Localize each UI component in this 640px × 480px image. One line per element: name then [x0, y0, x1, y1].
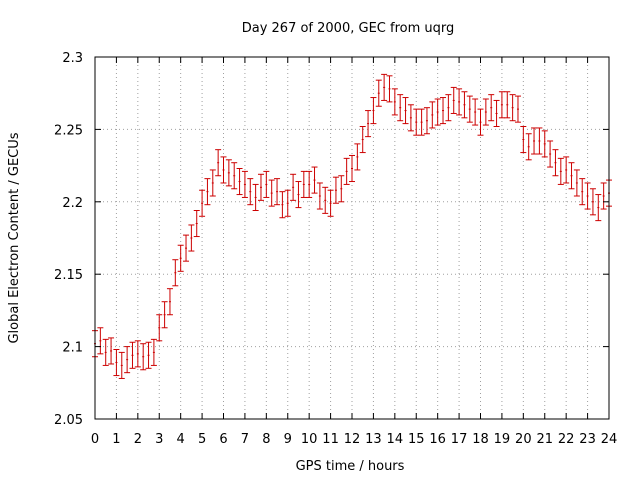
y-axis-ticks: 2.05 2.1 2.15 2.2 2.25 2.3: [54, 51, 609, 428]
x-tick-label: 19: [494, 432, 511, 447]
data-points: [94, 86, 610, 366]
x-tick-label: 22: [558, 432, 575, 447]
y-tick-label: 2.25: [54, 123, 83, 138]
x-tick-label: 12: [344, 432, 361, 447]
x-tick-label: 18: [472, 432, 489, 447]
x-tick-label: 21: [536, 432, 553, 447]
x-tick-label: 5: [198, 432, 206, 447]
y-tick-label: 2.3: [62, 51, 83, 66]
x-tick-label: 6: [219, 432, 227, 447]
x-tick-label: 20: [515, 432, 532, 447]
x-tick-label: 13: [365, 432, 382, 447]
x-tick-label: 4: [177, 432, 185, 447]
x-tick-label: 0: [91, 432, 99, 447]
y-tick-label: 2.1: [62, 341, 83, 356]
x-tick-label: 14: [387, 432, 404, 447]
x-tick-label: 17: [451, 432, 468, 447]
chart-title: Day 267 of 2000, GEC from uqrg: [242, 21, 455, 36]
x-tick-label: 1: [112, 432, 120, 447]
x-tick-label: 8: [262, 432, 270, 447]
x-tick-label: 23: [579, 432, 596, 447]
y-tick-label: 2.15: [54, 268, 83, 283]
x-tick-label: 9: [284, 432, 292, 447]
x-tick-label: 11: [322, 432, 339, 447]
y-tick-label: 2.05: [54, 413, 83, 428]
y-axis-label: Global Electron Content / GECUs: [7, 132, 22, 343]
y-tick-label: 2.2: [62, 196, 83, 211]
error-bars: [92, 73, 612, 379]
x-tick-label: 24: [601, 432, 618, 447]
x-axis-ticks: 0 1 2 3 4 5 6 7 8 9 10 11 12 13 14 15 16 17 18 19 20 21 22 23 24: [91, 57, 617, 447]
x-axis-label: GPS time / hours: [296, 459, 405, 474]
x-tick-label: 10: [301, 432, 318, 447]
x-tick-label: 15: [408, 432, 425, 447]
x-tick-label: 2: [134, 432, 142, 447]
x-tick-label: 16: [429, 432, 446, 447]
x-tick-label: 3: [155, 432, 163, 447]
x-tick-label: 7: [241, 432, 249, 447]
grid-lines: [95, 57, 609, 419]
